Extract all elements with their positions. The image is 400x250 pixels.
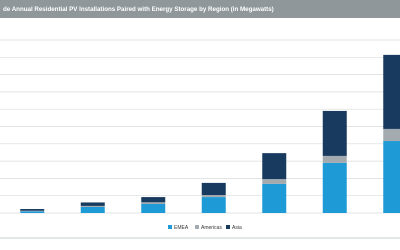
chart-title: de Annual Residential PV Installations P… xyxy=(3,6,274,13)
bar-segment xyxy=(20,210,45,212)
legend: EMEA Americas Asia xyxy=(168,225,242,231)
bar-segment xyxy=(383,128,400,142)
bar-segment xyxy=(141,204,166,213)
legend-swatch xyxy=(168,225,172,229)
bar-segment xyxy=(80,205,105,207)
bar-segment xyxy=(80,206,105,213)
legend-swatch xyxy=(226,225,230,229)
legend-label: Asia xyxy=(232,225,242,231)
legend-label: Americas xyxy=(201,225,222,231)
bar-segment xyxy=(262,153,287,180)
bar-segment xyxy=(20,211,45,213)
bar-segment xyxy=(141,197,166,203)
bar-segment xyxy=(262,179,287,184)
plot xyxy=(0,39,400,214)
bar-segment xyxy=(322,110,347,156)
bar-segment xyxy=(383,141,400,213)
bar-segment xyxy=(262,183,287,213)
bar-segment xyxy=(322,162,347,213)
bar-segment xyxy=(201,195,226,198)
bar-segment xyxy=(322,155,347,163)
legend-swatch xyxy=(195,225,199,229)
bar-segment xyxy=(201,197,226,213)
bar-segment xyxy=(383,54,400,129)
title-band xyxy=(0,0,400,18)
bar-segment xyxy=(80,202,105,206)
bar-segment xyxy=(201,182,226,196)
bar-segment xyxy=(20,209,45,211)
bar-segment xyxy=(141,202,166,205)
legend-label: EMEA xyxy=(174,225,189,231)
